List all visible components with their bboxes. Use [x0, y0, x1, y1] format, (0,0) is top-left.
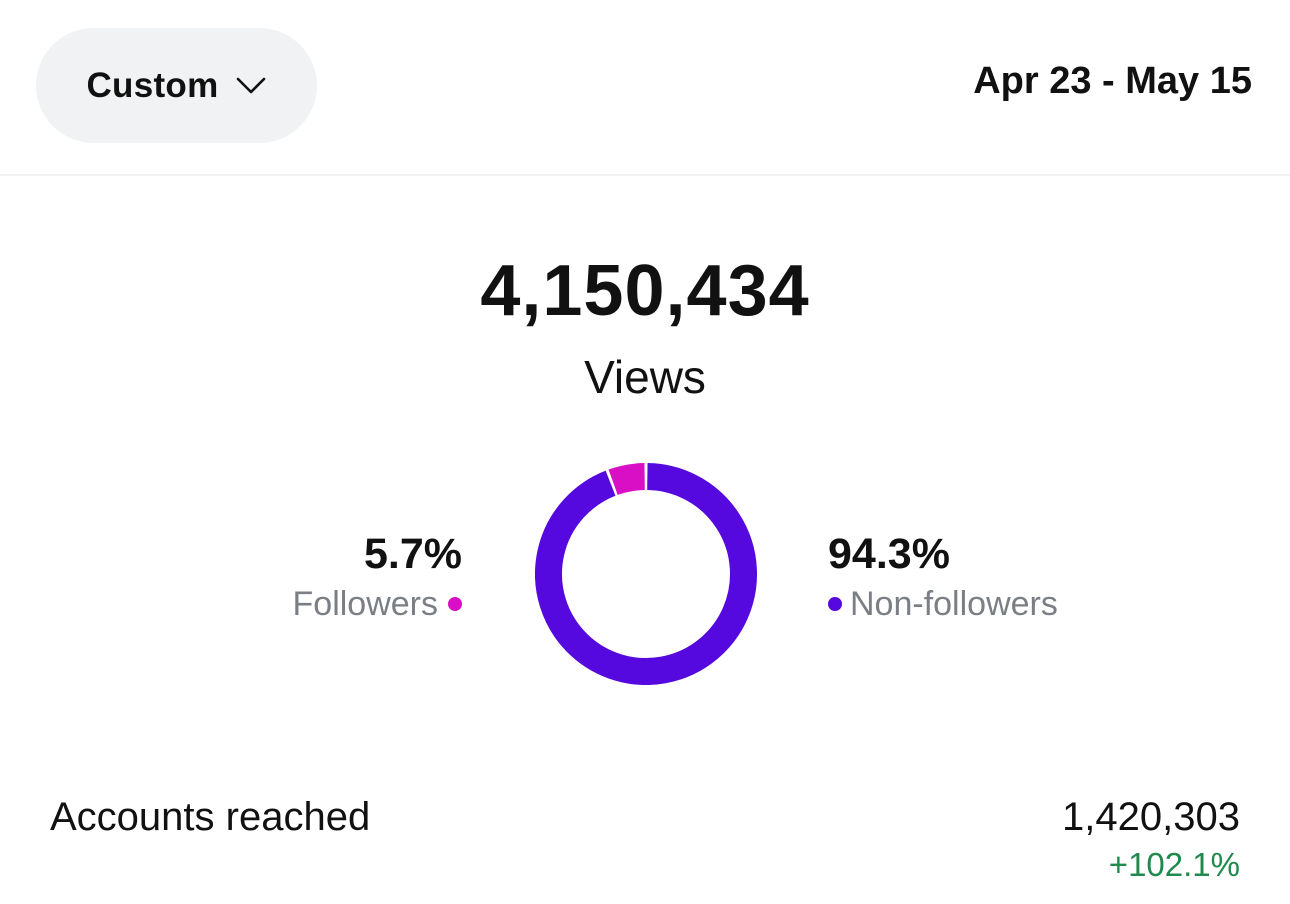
non-followers-percent: 94.3%: [828, 530, 950, 578]
range-selector-button[interactable]: Custom: [36, 28, 317, 143]
date-range: Apr 23 - May 15: [973, 60, 1252, 102]
followers-dot: [448, 597, 462, 611]
accounts-reached-value: 1,420,303: [1062, 795, 1240, 839]
non-followers-dot: [828, 597, 842, 611]
donut-svg: [535, 463, 757, 685]
legend-followers: 5.7% Followers: [293, 528, 462, 624]
views-total: 4,150,434: [480, 251, 810, 331]
accounts-reached-change: +102.1%: [1108, 846, 1240, 883]
views-label: Views: [584, 351, 706, 403]
non-followers-label: Non-followers: [850, 585, 1058, 623]
followers-label: Followers: [292, 585, 438, 623]
donut-slice-non-followers: [535, 463, 757, 685]
donut-slice-followers: [608, 463, 646, 496]
accounts-reached-label: Accounts reached: [50, 795, 371, 839]
header: Custom Apr 23 - May 15: [0, 0, 1290, 176]
range-selector-label: Custom: [86, 65, 219, 105]
followers-percent: 5.7%: [363, 530, 462, 578]
chevron-down-icon: [236, 77, 265, 93]
legend-non-followers: 94.3% Non-followers: [828, 528, 1058, 624]
views-donut-chart: [535, 463, 757, 685]
